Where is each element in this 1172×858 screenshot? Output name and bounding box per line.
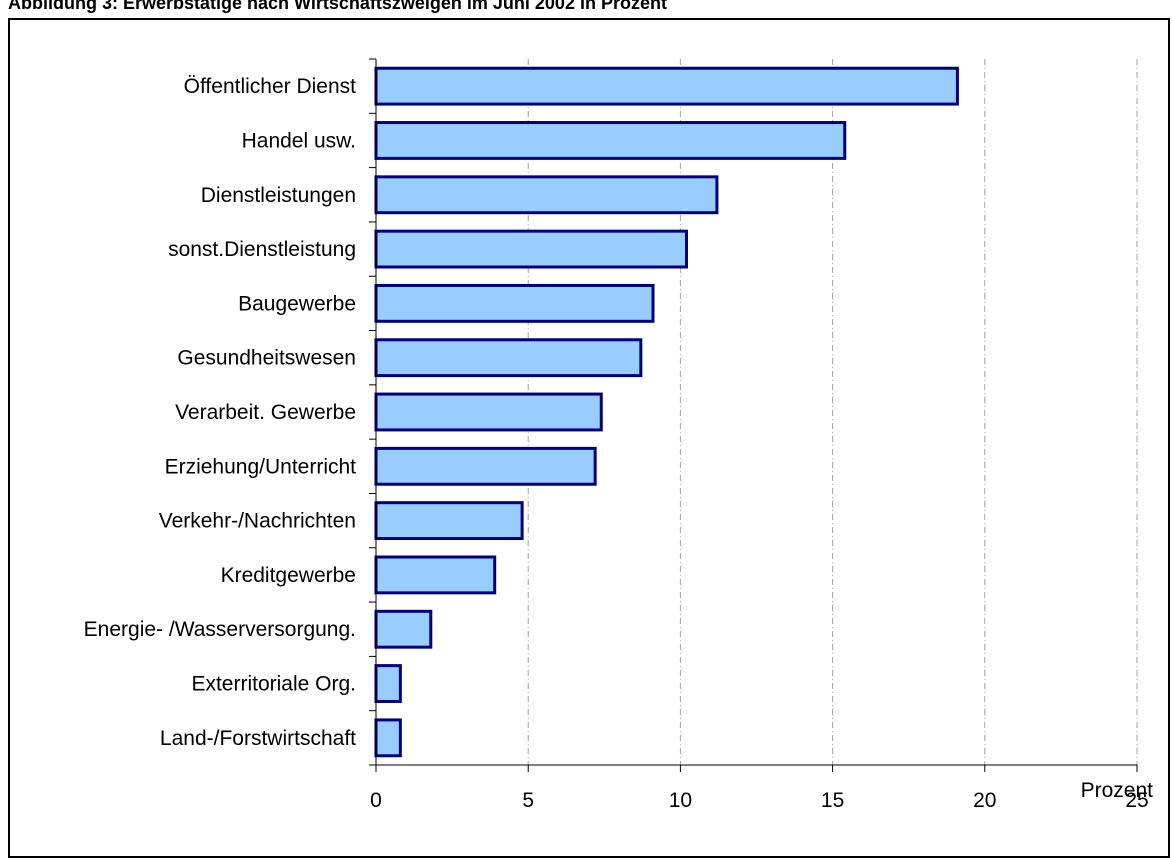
category-label: Handel usw. <box>242 129 356 152</box>
category-label: sonst.Dienstleistung <box>168 238 356 261</box>
bar <box>374 446 597 486</box>
bar <box>374 609 433 649</box>
bar <box>374 283 655 323</box>
x-tick-label: 20 <box>973 789 996 812</box>
x-axis-title: Prozent <box>1081 779 1154 802</box>
category-label: Kreditgewerbe <box>221 564 356 587</box>
category-label: Verarbeit. Gewerbe <box>175 401 356 424</box>
category-label: Dienstleistungen <box>201 184 356 207</box>
category-label: Baugewerbe <box>238 292 356 315</box>
x-tick-label: 10 <box>669 789 692 812</box>
category-label: Exterritoriale Org. <box>191 673 356 696</box>
bar <box>374 175 719 215</box>
bars <box>374 66 959 758</box>
axes <box>369 58 1138 772</box>
bar <box>374 66 959 106</box>
x-tick-labels: 0 5 10 15 20 25 <box>370 789 1149 812</box>
category-label: Energie- /Wasserversorgung. <box>84 618 356 641</box>
bar <box>374 555 497 595</box>
category-label: Erziehung/Unterricht <box>165 455 357 478</box>
x-tick-label: 25 <box>1125 789 1148 812</box>
bar <box>374 664 402 703</box>
grid-lines <box>527 59 1138 765</box>
bar <box>374 501 524 541</box>
bar <box>374 392 603 432</box>
bar <box>374 718 402 758</box>
bar <box>374 121 847 160</box>
category-label: Verkehr-/Nachrichten <box>159 510 356 533</box>
chart-title: Abbildung 3: Erwerbstätige nach Wirtscha… <box>8 0 667 13</box>
bar <box>374 229 688 269</box>
category-labels: Öffentlicher Dienst Handel usw. Dienstleis… <box>84 75 357 750</box>
x-tick-label: 0 <box>370 789 382 812</box>
x-tick-label: 15 <box>821 789 844 812</box>
category-label: Öffentlicher Dienst <box>184 75 357 98</box>
category-label: Gesundheitswesen <box>177 347 356 370</box>
bar <box>374 338 643 378</box>
category-label: Land-/Forstwirtschaft <box>160 727 356 750</box>
x-tick-label: 5 <box>522 789 534 812</box>
